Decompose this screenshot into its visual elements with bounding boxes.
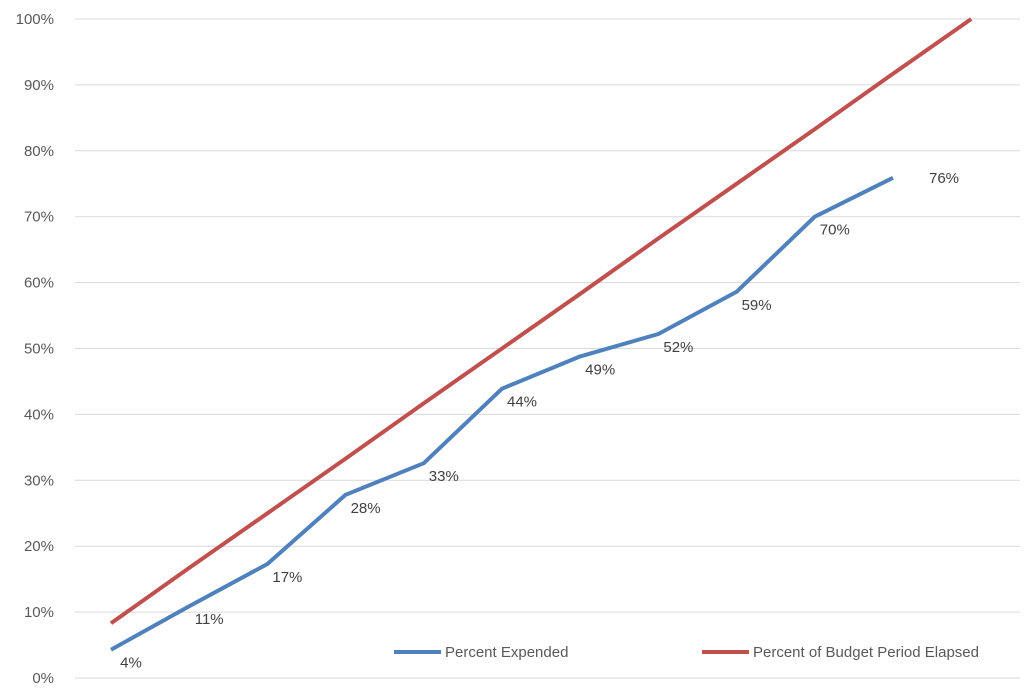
data-label-1: 11%: [195, 611, 224, 628]
y-tick-label-2: 20%: [24, 538, 54, 555]
y-tick-label-8: 80%: [24, 143, 54, 160]
y-tick-label-4: 40%: [24, 406, 54, 423]
legend-label-percent-expended: Percent Expended: [445, 644, 568, 661]
data-label-4: 33%: [429, 468, 459, 485]
legend: Percent Expended Percent of Budget Perio…: [394, 644, 979, 661]
y-tick-label-9: 90%: [24, 77, 54, 94]
y-tick-label-0: 0%: [32, 670, 54, 687]
data-label-5: 44%: [507, 394, 537, 411]
series-line-percent-expended: [110, 176, 894, 652]
y-tick-label-5: 50%: [24, 341, 54, 358]
data-label-6: 49%: [585, 361, 615, 378]
data-label-9: 70%: [820, 222, 850, 239]
data-label-0: 4%: [120, 655, 142, 672]
y-tick-label-7: 70%: [24, 209, 54, 226]
gridlines: [75, 18, 1020, 679]
y-axis-tick-labels: 0% 10% 20% 30% 40% 50% 60% 70% 80% 90% 100%: [16, 11, 54, 687]
data-label-3: 28%: [351, 500, 381, 517]
data-label-2: 17%: [272, 569, 302, 586]
data-label-7: 52%: [663, 339, 693, 356]
data-labels: 4% 11% 17% 28% 33% 44% 49% 52% 59% 70% 76%: [120, 170, 959, 672]
series-line-budget-period-elapsed: [109, 17, 973, 625]
y-tick-label-10: 100%: [16, 11, 54, 28]
data-label-8: 59%: [742, 297, 772, 314]
data-label-10: 76%: [929, 170, 959, 187]
y-tick-label-3: 30%: [24, 472, 54, 489]
y-tick-label-1: 10%: [24, 604, 54, 621]
series-lines: [109, 17, 973, 652]
legend-label-budget-period-elapsed: Percent of Budget Period Elapsed: [753, 644, 979, 661]
y-tick-label-6: 60%: [24, 275, 54, 292]
